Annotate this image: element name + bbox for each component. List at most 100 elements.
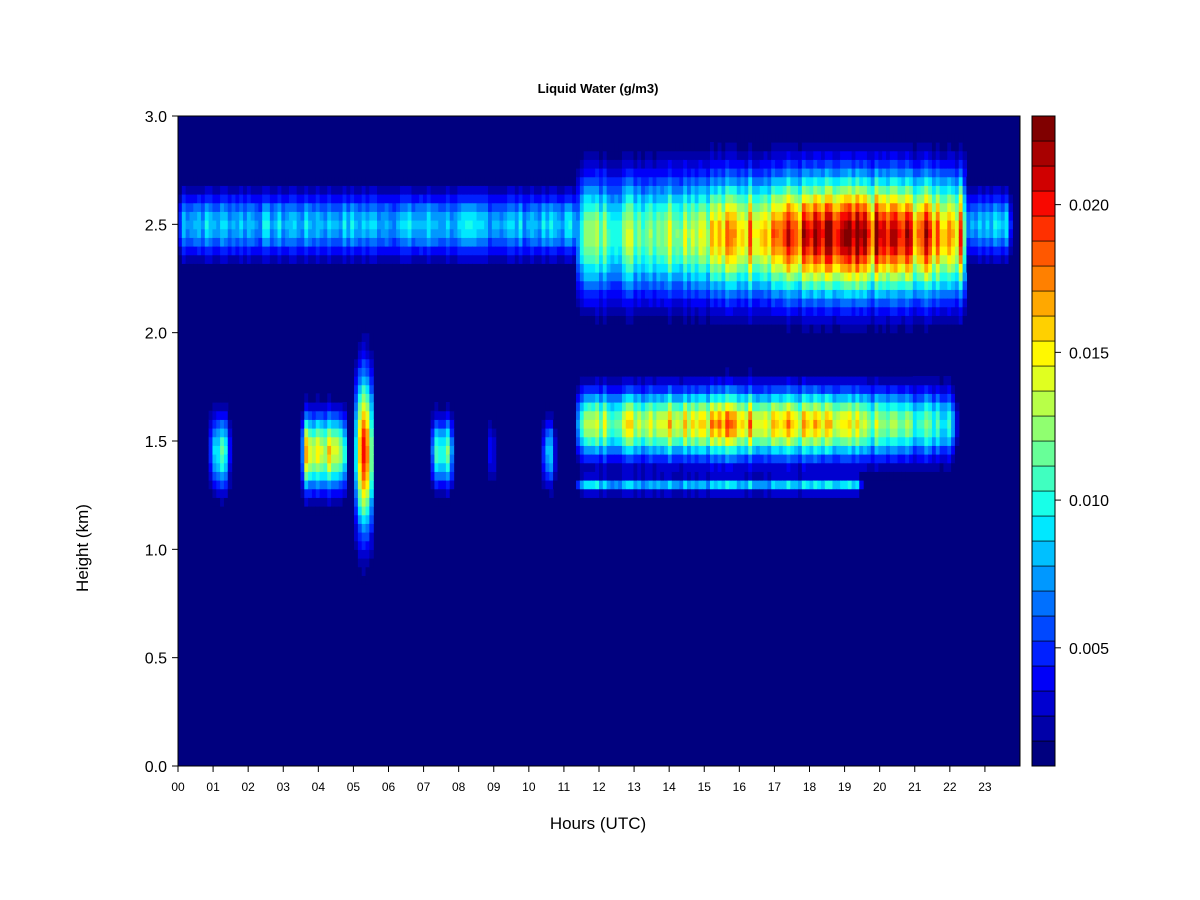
heatmap-cell <box>824 324 830 334</box>
heatmap-cell <box>729 133 734 143</box>
heatmap-cell <box>426 176 432 186</box>
heatmap-cell <box>499 228 504 238</box>
heatmap-cell <box>782 142 788 152</box>
heatmap-cell <box>878 384 883 394</box>
heatmap-cell <box>281 211 286 221</box>
heatmap-cell <box>652 280 658 290</box>
heatmap-cell <box>717 254 723 264</box>
heatmap-cell <box>763 220 768 230</box>
heatmap-cell <box>300 176 305 186</box>
heatmap-cell <box>717 194 723 204</box>
heatmap-cell <box>667 462 673 472</box>
heatmap-cell <box>644 315 650 325</box>
heatmap-cell <box>258 176 263 186</box>
heatmap-cell <box>491 436 497 446</box>
heatmap-cell <box>419 211 424 221</box>
heatmap-cell <box>836 272 841 282</box>
heatmap-cell <box>522 202 527 212</box>
heatmap-cell <box>736 211 742 221</box>
heatmap-cell <box>576 480 581 490</box>
heatmap-cell <box>522 263 527 273</box>
heatmap-cell <box>671 220 677 230</box>
heatmap-cell <box>453 263 458 273</box>
heatmap-cell <box>468 211 474 221</box>
heatmap-cell <box>369 549 374 559</box>
heatmap-cell <box>357 566 363 576</box>
heatmap-cell <box>656 480 661 490</box>
heatmap-cell <box>843 194 849 204</box>
heatmap-cell <box>545 488 550 498</box>
heatmap-cell <box>365 462 370 472</box>
heatmap-cell <box>851 150 857 160</box>
heatmap-cell <box>690 324 696 334</box>
heatmap-cell <box>706 254 711 264</box>
heatmap-cell <box>767 133 772 143</box>
heatmap-cell <box>778 202 784 212</box>
heatmap-cell <box>357 246 363 256</box>
heatmap-cell <box>254 228 259 238</box>
heatmap-cell <box>641 272 646 282</box>
heatmap-cell <box>338 445 344 455</box>
heatmap-cell <box>220 220 225 230</box>
heatmap-cell <box>732 142 738 152</box>
heatmap-cell <box>468 246 474 256</box>
heatmap-cell <box>208 445 214 455</box>
heatmap-cell <box>740 402 746 412</box>
heatmap-cell <box>832 202 837 212</box>
heatmap-cell <box>591 367 596 377</box>
heatmap-cell <box>602 272 608 282</box>
heatmap-cell <box>870 367 876 377</box>
heatmap-cell <box>671 428 677 438</box>
heatmap-cell <box>809 254 814 264</box>
heatmap-cell <box>798 150 803 160</box>
heatmap-cell <box>729 280 734 290</box>
heatmap-cell <box>874 142 879 152</box>
heatmap-cell <box>755 220 761 230</box>
heatmap-cell <box>905 133 910 143</box>
heatmap-cell <box>369 393 374 403</box>
heatmap-cell <box>748 462 753 472</box>
heatmap-cell <box>223 263 229 273</box>
heatmap-cell <box>782 436 788 446</box>
heatmap-cell <box>832 185 837 195</box>
heatmap-cell <box>541 194 547 204</box>
heatmap-cell <box>755 185 761 195</box>
heatmap-cell <box>836 176 841 186</box>
heatmap-cell <box>652 488 658 498</box>
heatmap-cell <box>855 332 860 342</box>
heatmap-cell <box>212 176 217 186</box>
heatmap-cell <box>449 480 455 490</box>
heatmap-cell <box>587 228 592 238</box>
heatmap-cell <box>354 402 359 412</box>
heatmap-cell <box>755 367 761 377</box>
heatmap-cell <box>235 211 240 221</box>
heatmap-cell <box>637 402 642 412</box>
heatmap-cell <box>189 237 194 247</box>
heatmap-cell <box>621 480 627 490</box>
heatmap-cell <box>510 202 516 212</box>
heatmap-cell <box>648 211 654 221</box>
heatmap-cell <box>882 185 887 195</box>
heatmap-cell <box>629 376 635 386</box>
heatmap-cell <box>200 228 206 238</box>
heatmap-cell <box>683 159 688 169</box>
heatmap-cell <box>851 428 857 438</box>
heatmap-cell <box>637 254 642 264</box>
heatmap-cell <box>185 220 191 230</box>
heatmap-cell <box>323 454 328 464</box>
heatmap-cell <box>227 246 233 256</box>
heatmap-cell <box>331 246 336 256</box>
heatmap-cell <box>220 194 225 204</box>
heatmap-cell <box>644 462 650 472</box>
heatmap-cell <box>365 514 370 524</box>
heatmap-cell <box>706 176 711 186</box>
heatmap-cell <box>778 150 784 160</box>
heatmap-cell <box>786 393 791 403</box>
heatmap-cell <box>304 211 309 221</box>
heatmap-cell <box>660 436 665 446</box>
heatmap-cell <box>820 376 826 386</box>
heatmap-cell <box>744 237 749 247</box>
heatmap-cell <box>185 254 191 264</box>
heatmap-cell <box>889 402 895 412</box>
heatmap-cell <box>308 402 313 412</box>
